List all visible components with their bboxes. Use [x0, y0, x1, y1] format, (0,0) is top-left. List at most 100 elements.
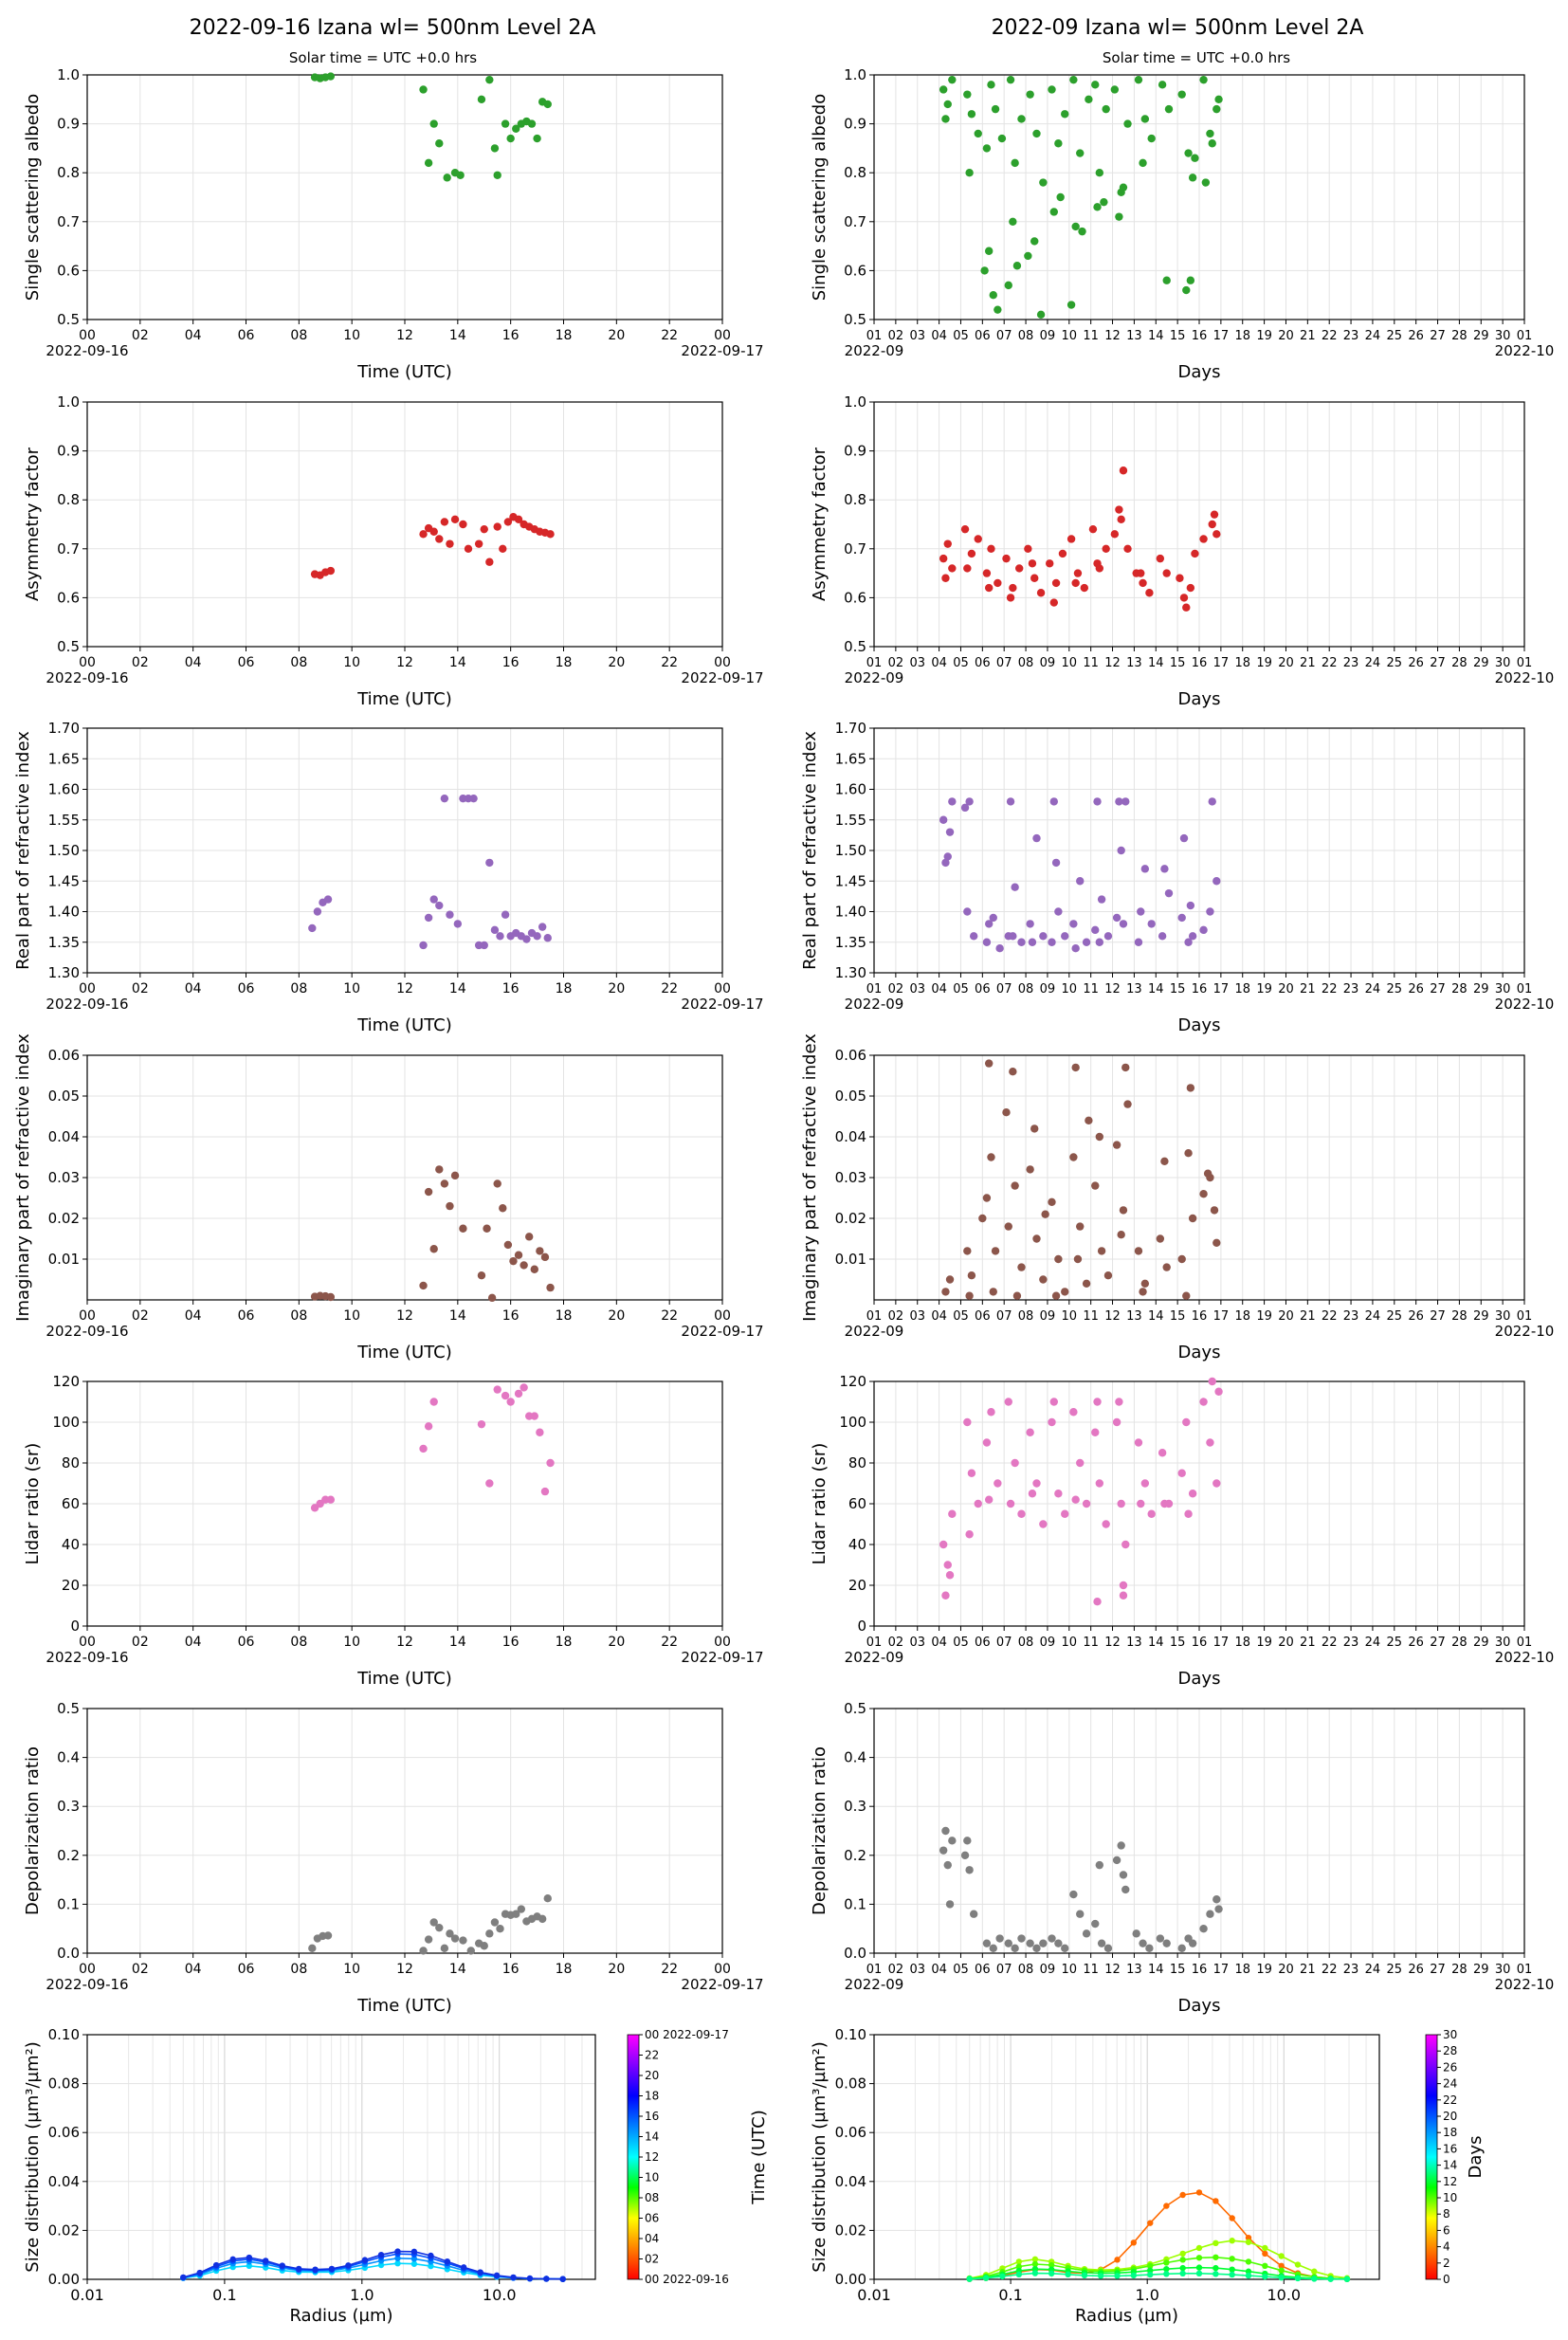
data-point: [1069, 920, 1078, 928]
x-tick-label: 24: [1365, 329, 1381, 343]
data-point: [965, 797, 974, 806]
data-point: [1036, 310, 1046, 320]
x-tick-label: 13: [1126, 329, 1142, 343]
x-tick-label: 22: [1322, 1309, 1338, 1324]
x-tick-label: 16: [502, 981, 520, 996]
data-point: [1091, 1181, 1100, 1190]
data-point: [1073, 1254, 1083, 1264]
x-tick-label: 16: [1192, 982, 1208, 996]
x-tick-label: 15: [1170, 1636, 1186, 1650]
x-tick-label: 28: [1451, 656, 1468, 670]
data-points: [308, 794, 552, 950]
x-tick-label: 07: [996, 1309, 1012, 1324]
data-point: [1032, 833, 1041, 843]
x-tick-label: 20: [1278, 1309, 1294, 1324]
series-point: [180, 2274, 187, 2281]
data-point: [1160, 865, 1169, 873]
x-tick-label: 28: [1451, 1963, 1468, 1977]
x-tick-label: 14: [1148, 1963, 1164, 1977]
data-point: [493, 522, 501, 531]
data-point: [435, 139, 444, 148]
x-tick-label: 19: [1256, 1963, 1272, 1977]
data-point: [987, 1408, 995, 1417]
data-point: [1017, 1509, 1026, 1518]
x-tick-label: 03: [909, 1309, 925, 1324]
x-axis-label: Time (UTC): [356, 362, 452, 382]
data-point: [487, 1293, 497, 1303]
data-point: [522, 935, 531, 943]
x-tick-label: 27: [1430, 1636, 1446, 1650]
data-point: [1137, 569, 1145, 577]
data-point: [326, 72, 336, 81]
x-tick-label: 08: [290, 655, 307, 670]
data-point: [1030, 574, 1039, 582]
series-point: [1229, 2271, 1235, 2278]
data-point: [1011, 1181, 1019, 1190]
data-point: [1006, 594, 1015, 602]
data-point: [1006, 797, 1015, 806]
x-tick-label: 06: [975, 1963, 991, 1977]
x-axis-label: Days: [1178, 1669, 1221, 1689]
colorbar-tick-label: 02: [645, 2253, 659, 2266]
colorbar: [1425, 2034, 1438, 2280]
x-tick-label: 09: [1040, 1963, 1056, 1977]
data-point: [435, 535, 444, 543]
data-point: [323, 895, 333, 904]
x-axis-label: Time (UTC): [356, 1996, 452, 2016]
x-tick-label: 10: [1062, 1636, 1078, 1650]
x-tick-label: 16: [502, 655, 520, 670]
colorbar-tick-label: 6: [1443, 2223, 1450, 2237]
x-tick-label: 20: [1278, 329, 1294, 343]
grid: [86, 74, 723, 320]
x-tick-label: 24: [1365, 1309, 1381, 1324]
data-point: [989, 1288, 997, 1296]
x-tick-label: 02: [132, 1962, 149, 1977]
x-tick-label: 27: [1430, 982, 1446, 996]
data-point: [1132, 1929, 1140, 1938]
series-point: [1212, 2239, 1219, 2247]
data-point: [1097, 1247, 1106, 1255]
x-tick-label: 29: [1473, 1636, 1489, 1650]
data-point: [948, 75, 957, 84]
panel-asym-month: 0.5 0.6 0.7 0.8 0.9 1.0 01 02 03 04 05 06 07 08 09 10 11…: [810, 393, 1554, 709]
x-tick-label: 22: [1322, 1636, 1338, 1650]
x-tick-label: 19: [1256, 1636, 1272, 1650]
data-point: [1199, 75, 1208, 84]
data-point: [1030, 1124, 1039, 1133]
data-point: [1002, 554, 1011, 563]
data-point: [1039, 1520, 1048, 1528]
data-point: [424, 1187, 433, 1197]
data-point: [965, 1866, 974, 1874]
x-tick-label: 02: [132, 328, 149, 343]
x-tick-label: 08: [1018, 1963, 1034, 1977]
data-point: [989, 1944, 997, 1953]
colorbar-tick-label: 12: [1443, 2175, 1457, 2188]
x-tick-label: 03: [909, 982, 925, 996]
x-tick-label: 24: [1365, 1963, 1381, 1977]
x-tick-label: 11: [1083, 1309, 1099, 1324]
data-point: [1177, 1254, 1186, 1264]
data-point: [1067, 535, 1076, 543]
data-point: [446, 539, 454, 548]
x-tick-label: 12: [1104, 982, 1121, 996]
x-tick-label: 00: [79, 1308, 96, 1324]
data-point: [1076, 149, 1085, 157]
data-point: [1091, 925, 1100, 935]
data-point: [459, 1224, 467, 1233]
x-tick-label: 19: [1256, 982, 1272, 996]
x-tick-label: 11: [1083, 1963, 1099, 1977]
data-point: [483, 1224, 491, 1233]
x-tick-label: 0.1: [998, 2286, 1022, 2304]
data-point: [530, 1412, 538, 1420]
data-point: [1076, 1910, 1085, 1918]
data-point: [533, 134, 541, 143]
x-tick-label: 04: [185, 1962, 202, 1977]
data-point: [963, 90, 972, 99]
series-point: [428, 2262, 434, 2270]
data-point: [1119, 1591, 1128, 1600]
data-point: [1097, 895, 1106, 904]
data-point: [1156, 1934, 1165, 1943]
series-point: [999, 2273, 1006, 2280]
y-tick-label: 1.70: [835, 720, 866, 737]
data-point: [480, 941, 488, 950]
